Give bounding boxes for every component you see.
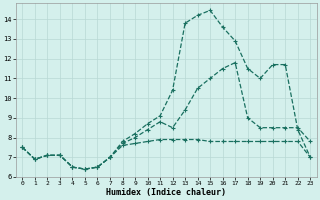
X-axis label: Humidex (Indice chaleur): Humidex (Indice chaleur): [106, 188, 226, 197]
